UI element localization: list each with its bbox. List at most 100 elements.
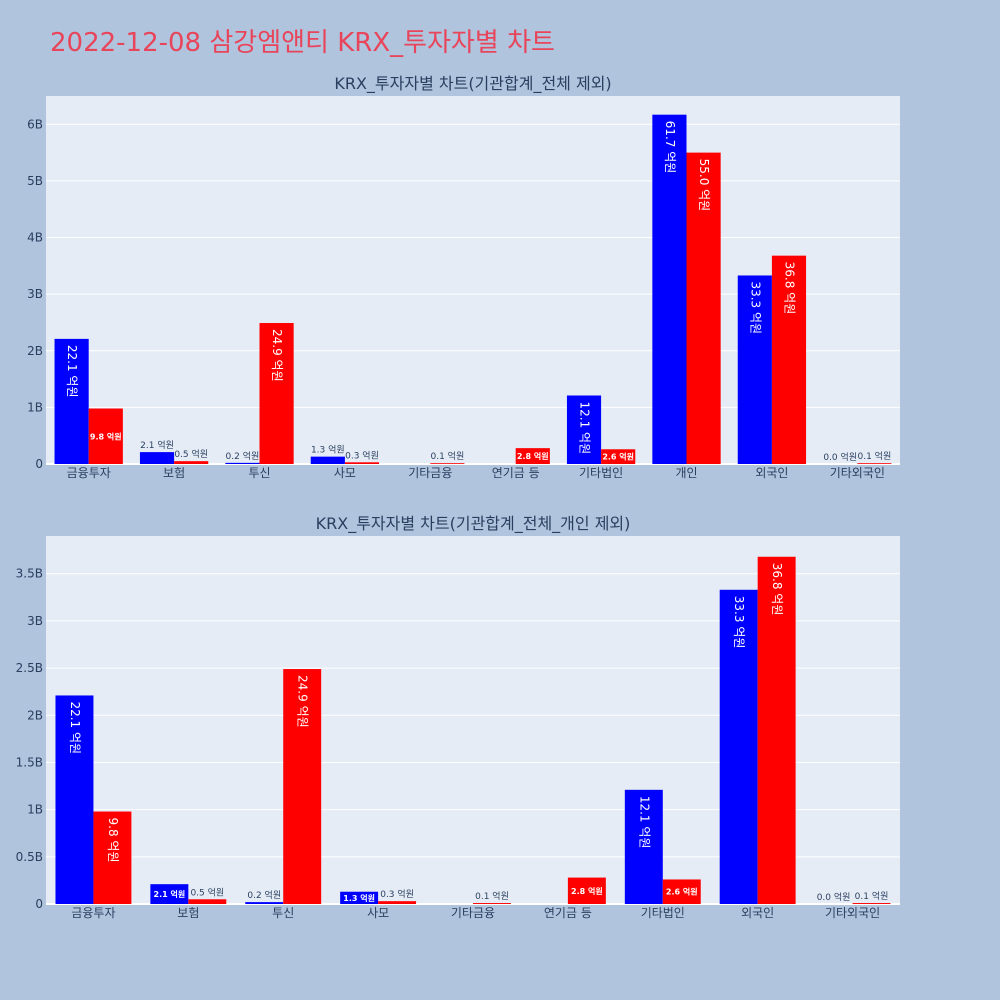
y-tick-label: 2.5B (16, 661, 43, 675)
y-tick-label: 0 (35, 457, 43, 471)
bar (139, 452, 175, 464)
data-label: 12.1 억원 (578, 401, 592, 454)
data-label: 33.3 억원 (748, 281, 762, 334)
bar (567, 877, 606, 904)
data-label: 55.0 억원 (697, 159, 711, 212)
bar (624, 789, 663, 904)
y-tick-label: 1B (27, 803, 43, 817)
x-tick-label: 기타외국인 (825, 906, 880, 920)
data-label: 22.1 억원 (65, 345, 79, 398)
data-label: 24.9 억원 (270, 329, 284, 382)
bar (340, 891, 379, 904)
bar (150, 884, 189, 904)
bar (54, 338, 89, 464)
y-tick-label: 1B (27, 400, 43, 414)
bar (283, 669, 322, 904)
data-label: 2.6 억원 (602, 452, 634, 462)
bar (857, 463, 892, 464)
bar (686, 152, 721, 464)
x-tick-label: 기타법인 (641, 906, 685, 920)
bar (93, 811, 132, 904)
bar (245, 902, 284, 904)
bar (88, 408, 123, 464)
chart-bottom: KRX_투자자별 차트(기관합계_전체_개인 제외) 0 0.5B 1B 1.5B 2B 2… (16, 514, 900, 920)
data-label: 0.1 억원 (431, 450, 465, 462)
x-tick-label: 기타법인 (579, 466, 623, 480)
data-label: 0.0 억원 (817, 891, 851, 903)
y-tick-label: 0 (35, 897, 43, 911)
data-label: 0.3 억원 (380, 888, 414, 900)
data-label: 0.1 억원 (855, 890, 889, 902)
bar (473, 903, 511, 904)
x-tick-label: 투신 (248, 466, 270, 480)
data-label: 24.9 억원 (296, 675, 310, 728)
data-label: 2.1 억원 (154, 889, 186, 899)
y-tick-label: 0.5B (16, 850, 43, 864)
y-tick-label: 3.5B (16, 567, 43, 581)
bar (757, 556, 796, 904)
data-label: 0.2 억원 (247, 889, 281, 901)
y-tick-label: 2B (27, 344, 43, 358)
data-label: 2.8 억원 (517, 451, 549, 461)
chart-top: KRX_투자자별 차트(기관합계_전체 제외) 0 1B 2B 3B 4B 5B 6B 금융투자… (27, 74, 900, 480)
data-label: 0.5 억원 (190, 886, 224, 898)
data-label: 2.1 억원 (140, 439, 174, 451)
data-label: 9.8 억원 (90, 431, 122, 441)
data-label: 22.1 억원 (68, 701, 82, 754)
data-label: 0.1 억원 (475, 890, 509, 902)
data-label: 33.3 억원 (732, 596, 746, 649)
bar (378, 901, 417, 904)
bar (188, 899, 227, 904)
y-tick-label: 5B (27, 174, 43, 188)
y-tick-label: 6B (27, 117, 43, 131)
x-tick-label: 개인 (675, 466, 697, 480)
y-tick-label: 2B (27, 708, 43, 722)
data-label: 0.3 억원 (345, 449, 379, 461)
x-tick-label: 사모 (367, 906, 389, 920)
bar (259, 323, 294, 464)
x-tick-label: 연기금 등 (492, 466, 540, 480)
chart-title: KRX_투자자별 차트(기관합계_전체 제외) (334, 74, 611, 94)
x-tick-label: 기타외국인 (830, 466, 885, 480)
data-label: 0.0 억원 (823, 451, 857, 463)
y-tick-label: 3B (27, 287, 43, 301)
bar (601, 449, 636, 464)
x-tick-label: 외국인 (755, 466, 788, 480)
x-tick-label: 기타금융 (451, 906, 495, 920)
x-tick-label: 보험 (177, 906, 199, 920)
bar (662, 879, 701, 904)
y-tick-label: 1.5B (16, 755, 43, 769)
bar (344, 462, 380, 464)
bar (174, 461, 209, 464)
data-label: 36.8 억원 (782, 262, 796, 315)
data-label: 2.8 억원 (571, 886, 603, 896)
data-label: 61.7 억원 (663, 121, 677, 174)
bar (225, 462, 260, 464)
bar (852, 903, 891, 904)
x-tick-label: 금융투자 (67, 466, 111, 480)
x-tick-label: 기타금융 (408, 466, 452, 480)
data-label: 0.5 억원 (174, 448, 208, 460)
bar (737, 275, 772, 464)
data-label: 12.1 억원 (637, 796, 651, 849)
x-tick-label: 외국인 (741, 906, 774, 920)
y-tick-label: 3B (27, 614, 43, 628)
bar (771, 255, 807, 464)
bar (310, 456, 345, 464)
data-label: 1.3 억원 (343, 893, 375, 903)
data-label: 36.8 억원 (770, 563, 784, 616)
bar (515, 448, 550, 464)
x-tick-label: 사모 (334, 466, 356, 480)
x-tick-label: 연기금 등 (544, 906, 592, 920)
data-label: 2.6 억원 (666, 887, 698, 897)
data-label: 0.2 억원 (226, 450, 260, 462)
bar (719, 589, 758, 904)
x-tick-label: 금융투자 (71, 906, 115, 920)
bar (430, 463, 465, 464)
x-tick-label: 투신 (272, 906, 294, 920)
page-title: 2022-12-08 삼강엠앤티 KRX_투자자별 차트 (50, 28, 555, 58)
data-label: 9.8 억원 (106, 818, 120, 863)
bar (55, 695, 94, 904)
data-label: 0.1 억원 (858, 450, 892, 462)
bar (566, 395, 602, 464)
